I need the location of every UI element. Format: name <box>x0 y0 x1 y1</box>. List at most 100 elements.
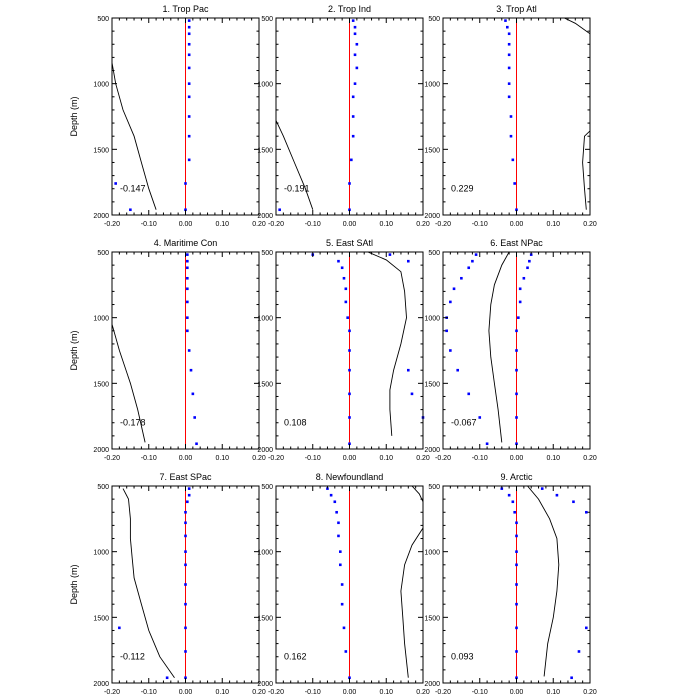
y-tick-label: 1000 <box>257 82 273 89</box>
profile-curve <box>122 488 175 678</box>
data-point <box>522 276 526 280</box>
data-point <box>507 493 511 497</box>
data-point <box>187 42 191 46</box>
panel-annotation: 0.108 <box>284 418 307 428</box>
data-point <box>467 266 471 270</box>
x-tick-label: 0.10 <box>379 689 393 696</box>
data-point <box>577 650 581 653</box>
panel-annotation: 0.229 <box>451 184 474 194</box>
data-point <box>337 259 340 263</box>
panel-title: 3. Trop Atl <box>496 4 537 14</box>
data-point <box>278 208 281 212</box>
data-point <box>337 521 340 525</box>
data-point <box>515 563 518 567</box>
y-tick-label: 1500 <box>93 147 109 154</box>
x-tick-label: 0.00 <box>343 689 357 696</box>
y-tick-label: 1500 <box>257 147 273 154</box>
data-point <box>511 500 515 504</box>
x-tick-label: 0.20 <box>252 689 266 696</box>
data-point <box>187 349 191 352</box>
data-point <box>187 82 191 85</box>
data-point <box>504 19 507 22</box>
x-tick-label: -0.20 <box>268 455 284 462</box>
y-tick-label: 1500 <box>93 615 109 622</box>
y-tick-label: 500 <box>428 16 440 23</box>
data-point <box>187 19 191 22</box>
x-tick-label: -0.10 <box>305 221 321 228</box>
x-tick-label: -0.20 <box>435 221 451 228</box>
x-tick-label: 0.00 <box>510 689 524 696</box>
y-tick-label: 500 <box>261 250 273 257</box>
data-point <box>186 316 189 319</box>
data-point <box>350 158 353 162</box>
data-point <box>186 276 189 280</box>
y-tick-label: 2000 <box>424 447 440 454</box>
x-tick-label: 0.20 <box>583 221 597 228</box>
data-point <box>452 287 456 291</box>
data-point <box>509 134 513 138</box>
panel-title: 1. Trop Pac <box>162 4 209 14</box>
data-point <box>540 487 544 490</box>
panel-title: 6. East NPac <box>490 238 543 248</box>
x-tick-label: -0.10 <box>472 221 488 228</box>
data-point <box>186 329 189 333</box>
data-point <box>515 534 518 538</box>
data-point <box>515 349 518 352</box>
data-point <box>500 487 504 490</box>
panel-7: 7. East SPac -0.112 -0.20 -0.10 0.00 0.10 0.20… <box>69 472 266 696</box>
data-point <box>333 500 337 504</box>
y-tick-label: 1000 <box>93 82 109 89</box>
y-tick-label: 1500 <box>424 147 440 154</box>
data-point <box>355 66 359 70</box>
panel-4: 4. Maritime Con -0.178 -0.20 -0.10 0.00 0.10 0… <box>69 238 266 462</box>
panel-annotation: -0.147 <box>120 184 146 194</box>
panel-8: 8. Newfoundland 0.162 -0.20 -0.10 0.00 0.10 0.… <box>257 472 429 696</box>
y-tick-label: 500 <box>261 16 273 23</box>
y-tick-label: 1000 <box>257 550 273 557</box>
data-point <box>348 676 351 680</box>
y-tick-label: 1500 <box>424 615 440 622</box>
y-tick-label: 1500 <box>257 615 273 622</box>
data-point <box>165 676 169 680</box>
data-point <box>572 500 575 504</box>
data-point <box>515 392 518 396</box>
y-tick-label: 2000 <box>257 213 273 220</box>
x-tick-label: 0.10 <box>546 689 560 696</box>
data-point <box>344 287 348 291</box>
panel-2: 2. Trop Ind -0.191 -0.20 -0.10 0.00 0.10 0.20 5… <box>257 4 429 228</box>
data-point <box>445 329 448 333</box>
profile-curve <box>276 120 314 210</box>
y-tick-label: 2000 <box>93 447 109 454</box>
data-point <box>388 253 392 256</box>
data-point <box>342 626 346 630</box>
data-point <box>407 368 410 372</box>
data-point <box>187 493 191 497</box>
data-point <box>186 500 189 504</box>
y-axis-label: Depth (m) <box>69 564 79 604</box>
data-point <box>449 349 452 352</box>
data-point <box>118 626 121 630</box>
y-tick-label: 1000 <box>257 316 273 323</box>
y-tick-label: 2000 <box>93 681 109 688</box>
panel-annotation: -0.112 <box>120 652 145 662</box>
data-point <box>184 182 187 185</box>
data-point <box>186 300 189 304</box>
data-point <box>511 158 515 162</box>
data-point <box>515 583 518 586</box>
x-tick-label: 0.10 <box>379 455 393 462</box>
x-tick-label: -0.20 <box>104 455 120 462</box>
data-point <box>191 392 195 396</box>
data-point <box>353 82 357 85</box>
x-tick-label: 0.10 <box>546 221 560 228</box>
data-point <box>515 602 518 606</box>
data-point <box>351 19 355 22</box>
data-point <box>339 550 342 553</box>
data-point <box>474 253 478 256</box>
data-point <box>184 208 187 212</box>
x-tick-label: -0.20 <box>268 689 284 696</box>
x-tick-label: -0.20 <box>268 221 284 228</box>
data-point <box>407 259 410 263</box>
profile-curve <box>367 252 407 436</box>
x-tick-label: 0.10 <box>215 455 229 462</box>
